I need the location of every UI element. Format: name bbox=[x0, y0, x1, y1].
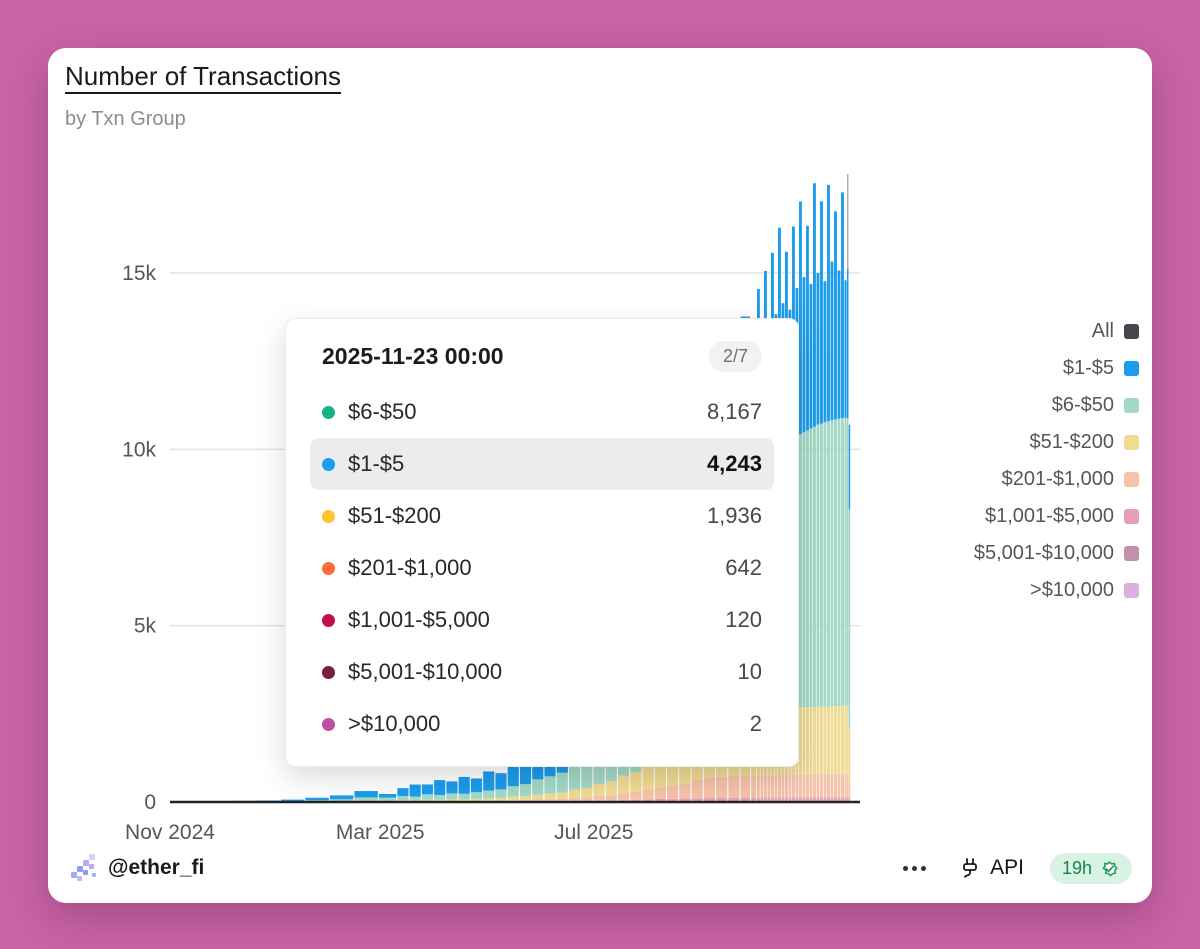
svg-text:0: 0 bbox=[144, 791, 156, 814]
chart-legend: All $1-$5 $6-$50 $51-$200 $201-$1,000 $1,001-… bbox=[974, 320, 1139, 602]
series-dot-icon bbox=[322, 561, 335, 575]
api-label: API bbox=[990, 856, 1024, 879]
series-value: 120 bbox=[725, 607, 762, 632]
legend-swatch-icon bbox=[1124, 472, 1139, 487]
tooltip-rows: $6-$50 8,167 $1-$5 4,243 $51-$200 1,936 $201-$… bbox=[310, 386, 774, 750]
legend-swatch-icon bbox=[1124, 583, 1139, 598]
series-value: 1,936 bbox=[706, 503, 762, 528]
refresh-age: 19h bbox=[1061, 857, 1092, 878]
legend-item-201-1-000[interactable]: $201-$1,000 bbox=[1002, 468, 1139, 491]
legend-item-1-5[interactable]: $1-$5 bbox=[1063, 357, 1139, 380]
svg-text:15k: 15k bbox=[122, 262, 156, 285]
legend-item-1-001-5-000[interactable]: $1,001-$5,000 bbox=[985, 505, 1139, 528]
series-dot-icon bbox=[322, 717, 335, 731]
tooltip-row: $5,001-$10,000 10 bbox=[310, 646, 774, 698]
series-value: 2 bbox=[749, 711, 762, 736]
legend-label: $5,001-$10,000 bbox=[973, 542, 1114, 564]
svg-text:Jul 2025: Jul 2025 bbox=[554, 821, 633, 844]
tooltip-row: >$10,000 2 bbox=[310, 698, 774, 750]
svg-text:10k: 10k bbox=[122, 438, 156, 461]
footer-controls: API 19h bbox=[897, 852, 1132, 884]
chart-card: Number of Transactions by Txn Group 0 5k 1… bbox=[48, 48, 1152, 903]
series-value: 642 bbox=[725, 555, 762, 580]
series-label: $6-$50 bbox=[348, 399, 417, 424]
legend-item-10-000[interactable]: >$10,000 bbox=[1030, 579, 1139, 602]
series-dot-icon bbox=[322, 457, 335, 471]
refresh-badge[interactable]: 19h bbox=[1049, 852, 1132, 884]
verified-seal-icon bbox=[1102, 860, 1118, 876]
more-menu-button[interactable] bbox=[897, 860, 932, 877]
legend-swatch-icon bbox=[1124, 398, 1139, 413]
legend-swatch-icon bbox=[1124, 509, 1139, 524]
legend-swatch-icon bbox=[1124, 361, 1139, 376]
legend-label: $201-$1,000 bbox=[1001, 468, 1114, 490]
legend-label: All bbox=[1091, 320, 1114, 342]
series-dot-icon bbox=[322, 405, 335, 419]
svg-text:Nov 2024: Nov 2024 bbox=[125, 821, 215, 844]
series-dot-icon bbox=[322, 665, 335, 679]
legend-item-5-001-10-000[interactable]: $5,001-$10,000 bbox=[974, 542, 1139, 565]
tooltip-pager-badge: 2/7 bbox=[708, 341, 762, 372]
legend-label: $6-$50 bbox=[1051, 394, 1114, 416]
series-label: $1-$5 bbox=[348, 451, 405, 476]
series-dot-icon bbox=[322, 613, 335, 627]
legend-item-6-50[interactable]: $6-$50 bbox=[1052, 394, 1139, 417]
tooltip-row: $1,001-$5,000 120 bbox=[310, 594, 774, 646]
tooltip-date: 2025-11-23 00:00 bbox=[322, 343, 504, 369]
svg-text:Mar 2025: Mar 2025 bbox=[336, 821, 425, 844]
legend-label: $51-$200 bbox=[1029, 431, 1114, 453]
series-value: 4,243 bbox=[706, 451, 762, 476]
etherfi-logo-icon bbox=[71, 854, 96, 881]
chart-tooltip: 2025-11-23 00:00 2/7 $6-$50 8,167 $1-$5 4,2… bbox=[285, 318, 799, 767]
series-label: $5,001-$10,000 bbox=[348, 659, 503, 684]
svg-text:5k: 5k bbox=[134, 615, 157, 638]
series-value: 8,167 bbox=[706, 399, 762, 424]
series-label: $51-$200 bbox=[348, 503, 441, 528]
legend-swatch-icon bbox=[1124, 324, 1139, 339]
series-label: $201-$1,000 bbox=[348, 555, 472, 580]
api-button[interactable]: API bbox=[958, 856, 1024, 880]
series-label: $1,001-$5,000 bbox=[348, 607, 490, 632]
tooltip-row: $51-$200 1,936 bbox=[310, 490, 774, 542]
legend-swatch-icon bbox=[1124, 435, 1139, 450]
tooltip-row: $201-$1,000 642 bbox=[310, 542, 774, 594]
tooltip-row: $6-$50 8,167 bbox=[310, 386, 774, 438]
card-footer: @ether_fi API 19h bbox=[68, 845, 1132, 891]
legend-swatch-icon bbox=[1124, 546, 1139, 561]
chart-subtitle: by Txn Group bbox=[65, 108, 186, 130]
plug-icon bbox=[963, 858, 977, 878]
tooltip-row: $1-$5 4,243 bbox=[310, 438, 774, 490]
series-value: 10 bbox=[737, 659, 762, 684]
legend-label: $1-$5 bbox=[1062, 357, 1114, 379]
series-label: >$10,000 bbox=[348, 711, 441, 736]
legend-item-51-200[interactable]: $51-$200 bbox=[1029, 431, 1139, 454]
legend-label: $1,001-$5,000 bbox=[984, 505, 1114, 527]
creator-group: @ether_fi bbox=[68, 853, 204, 883]
tooltip-header: 2025-11-23 00:00 2/7 bbox=[310, 339, 774, 386]
series-dot-icon bbox=[322, 509, 335, 523]
creator-handle[interactable]: @ether_fi bbox=[108, 856, 205, 879]
legend-item-all[interactable]: All bbox=[1092, 320, 1139, 343]
page-title: Number of Transactions bbox=[65, 61, 342, 91]
legend-label: >$10,000 bbox=[1030, 579, 1114, 601]
